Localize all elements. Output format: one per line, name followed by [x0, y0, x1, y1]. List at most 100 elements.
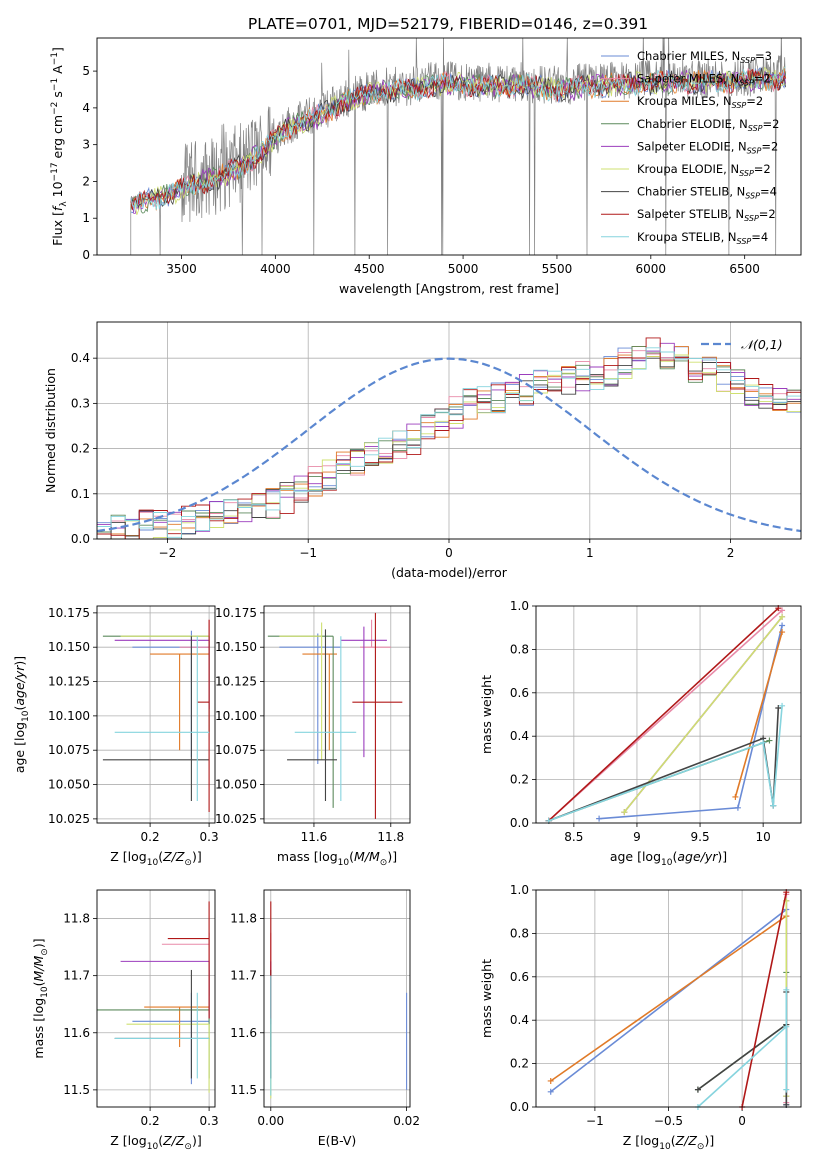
weight-series-8: [548, 607, 779, 822]
legend-entry: Salpeter ELODIE, NSSP=2: [637, 139, 778, 155]
weight-marker: [779, 629, 786, 636]
label-part: ⊙: [184, 858, 192, 868]
legend-suffix: =2: [754, 162, 771, 176]
label-part: 10: [147, 858, 159, 868]
label-part: log: [319, 849, 338, 864]
y-tick-label: 0.4: [71, 351, 90, 365]
y-tick-label: 4: [82, 101, 90, 115]
panel-age-vs-mass: 11.6 11.8 10.025 10.050 10.075 10.100 10.125 10…: [215, 605, 411, 868]
x-tick-label: 0.3: [200, 830, 219, 844]
weight-marker: [694, 1086, 701, 1093]
y-axis-label: Flux [fλ 10−17 erg cm−2 s−1 A−1]: [50, 47, 69, 246]
label-part: s: [50, 91, 65, 98]
panel-age-vs-Z: 0.2 0.3 10.025 10.050 10.075 10.100 10.125 10.1…: [12, 605, 219, 868]
y-tick-label: 0.8: [510, 642, 529, 656]
axes-frame: [96, 37, 802, 256]
panel-residuals: −2 −1 0 1 2 0.0 0.1 0.2 0.3 0.4 (data-model)/error…: [43, 321, 802, 580]
weight-marker: [783, 986, 790, 993]
label-part: )]: [12, 656, 27, 666]
label-part: (: [158, 1133, 163, 1148]
model-line-8: [130, 68, 786, 211]
weight-series-9: [548, 705, 783, 822]
y-tick-label: 0.6: [510, 686, 529, 700]
label-part: )]: [387, 849, 397, 864]
legend-suffix: =4: [760, 185, 777, 199]
y-tick-label: 5: [82, 64, 90, 78]
x-tick-label: 8.5: [564, 830, 583, 844]
legend-label: Kroupa STELIB, N: [637, 230, 737, 244]
y-tick-label: 10.175: [215, 606, 257, 620]
label-part: log: [128, 1133, 147, 1148]
x-tick-label: 0.2: [141, 830, 160, 844]
label-part: (: [31, 981, 46, 986]
x-tick-label: 0.3: [200, 1114, 219, 1128]
y-tick-label: 1.0: [510, 599, 529, 613]
legend-sub: SSP: [737, 237, 752, 246]
label-part: −2: [50, 102, 60, 115]
y-tick-label: 10.050: [48, 778, 90, 792]
x-tick-label: 4500: [354, 262, 385, 276]
label-part: )]: [192, 1133, 202, 1148]
legend-sub: SSP: [745, 192, 760, 201]
legend-label: Salpeter MILES, N: [637, 72, 739, 86]
label-part: Z [: [623, 1133, 640, 1148]
label-part: (: [12, 706, 27, 711]
x-axis-label: Z [log10(Z/Z⊙)]: [110, 849, 201, 868]
x-tick-label: 0: [445, 546, 453, 560]
legend-entry: Kroupa STELIB, NSSP=4: [637, 230, 768, 246]
legend-sub: SSP: [740, 56, 755, 65]
histogram-line-8: [97, 337, 801, 539]
weight-series-3: [734, 631, 783, 798]
label-part: age/yr: [677, 849, 718, 864]
label-part: )]: [192, 849, 202, 864]
label-part: 10: [21, 710, 31, 722]
x-tick-label: 9: [633, 830, 641, 844]
weight-marker: [779, 622, 786, 629]
gaussian-reference-curve: [96, 357, 802, 533]
label-part: λ: [59, 201, 69, 207]
y-tick-label: 3: [82, 138, 90, 152]
label-part: log: [128, 849, 147, 864]
x-tick-label: −2: [159, 546, 177, 560]
x-axis-label: E(B-V): [318, 1133, 357, 1148]
figure-title: PLATE=0701, MJD=52179, FIBERID=0146, z=0…: [248, 15, 648, 33]
legend-sub: SSP: [748, 124, 763, 133]
y-tick-label: 10.175: [48, 606, 90, 620]
legend-label: Salpeter STELIB, N: [637, 207, 744, 221]
legend-entry: Salpeter MILES, NSSP=2: [637, 72, 771, 88]
weight-marker: [596, 815, 603, 822]
weight-series-1: [599, 625, 783, 820]
x-axis-label: wavelength [Angstrom, rest frame]: [339, 281, 559, 296]
label-part: ⊙: [40, 948, 50, 956]
label-part: mass weight: [479, 675, 494, 754]
label-part: 10: [147, 1142, 159, 1152]
histogram-line-5: [97, 342, 801, 532]
x-tick-label: 0: [738, 1114, 746, 1128]
weight-marker: [760, 739, 767, 746]
label-part: (: [672, 849, 677, 864]
x-tick-label: 11.6: [301, 830, 328, 844]
y-tick-label: 0.6: [510, 970, 529, 984]
x-tick-label: 6500: [729, 262, 760, 276]
legend-entry: Chabrier MILES, NSSP=3: [637, 49, 772, 65]
label-part: log: [642, 849, 661, 864]
label-part: (data-model)/error: [391, 565, 508, 580]
y-tick-label: 11.5: [63, 1083, 90, 1097]
weight-marker: [732, 793, 739, 800]
histogram-line-7: [97, 356, 801, 539]
y-tick-label: 10.100: [48, 709, 90, 723]
panel-mass-vs-EBV: 0.00 0.02 11.5 11.6 11.7 11.8 E(B-V): [230, 889, 420, 1148]
y-tick-label: 0.8: [510, 926, 529, 940]
label-part: M/M: [354, 849, 380, 864]
y-tick-label: 0.3: [71, 396, 90, 410]
y-tick-label: 11.5: [230, 1083, 257, 1097]
y-tick-label: 2: [82, 174, 90, 188]
y-tick-label: 0.0: [71, 532, 90, 546]
label-part: mass [: [31, 1017, 46, 1059]
label-part: Normed distribution: [43, 368, 58, 493]
label-part: )]: [704, 1133, 714, 1148]
label-part: mass weight: [479, 959, 494, 1038]
weight-marker: [779, 613, 786, 620]
